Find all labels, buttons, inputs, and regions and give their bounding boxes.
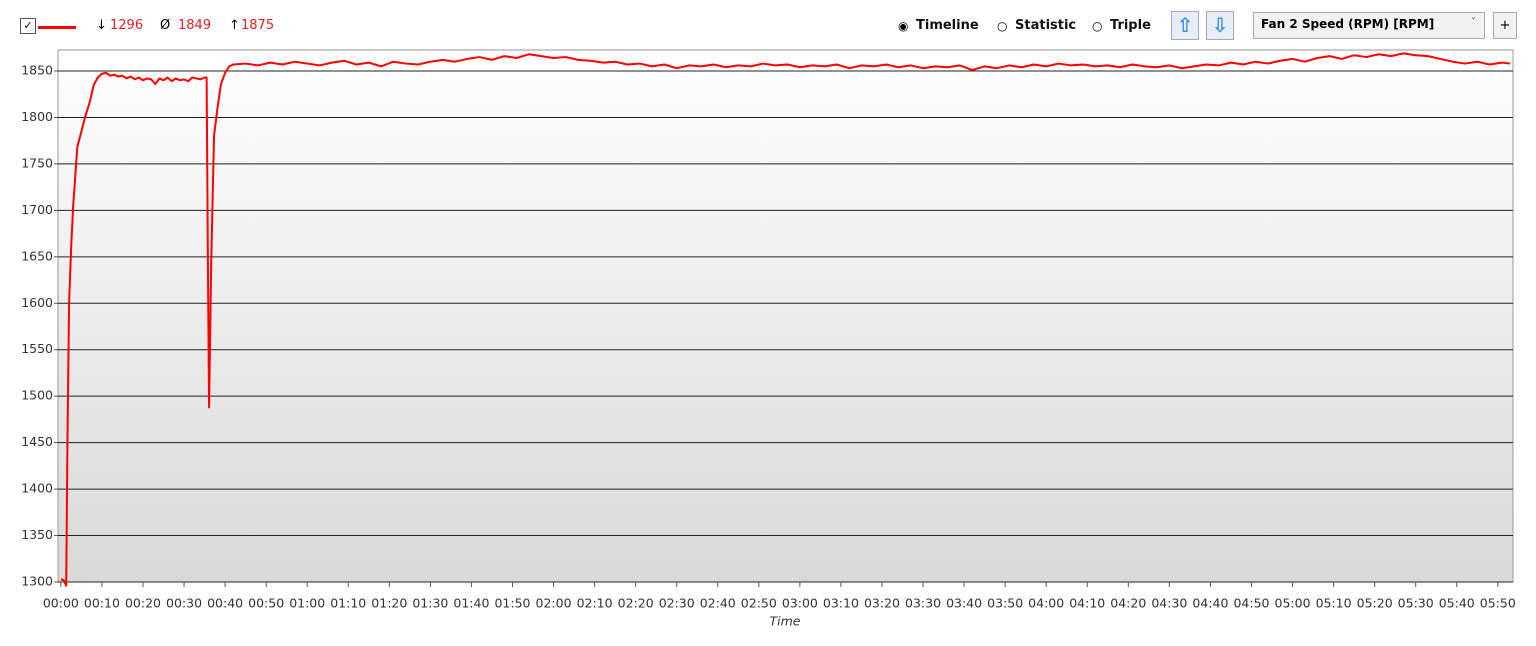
radio-on[interactable]: ◉ [898,19,909,33]
x-tick-label: 00:00 [43,596,79,611]
x-axis-label: Time [770,614,801,629]
move-down-button[interactable]: ⇩ [1206,11,1234,40]
x-tick-label: 04:30 [1151,596,1187,611]
y-tick-label: 1500 [21,388,53,403]
y-tick-label: 1450 [21,434,53,449]
sensor-dropdown[interactable]: Fan 2 Speed (RPM) [RPM] ˅ [1253,12,1485,39]
mode-option[interactable]: Statistic [1015,18,1077,33]
radio-off[interactable]: ○ [1092,19,1103,33]
max-value: 1875 [241,18,275,33]
y-tick-label: 1650 [21,248,53,263]
series-checkbox[interactable]: ✓ [20,18,36,34]
x-tick-label: 03:10 [823,596,859,611]
move-up-button[interactable]: ⇧ [1171,11,1199,40]
plot-area [57,49,1514,583]
x-tick-label: 05:30 [1398,596,1434,611]
x-tick-label: 03:50 [987,596,1023,611]
x-tick-label: 00:30 [166,596,202,611]
x-tick-label: 05:00 [1275,596,1311,611]
x-tick-label: 02:00 [536,596,572,611]
x-tick-label: 04:50 [1233,596,1269,611]
y-tick-label: 1700 [21,202,53,217]
add-button[interactable]: + [1493,12,1517,39]
radio-off[interactable]: ○ [997,19,1008,33]
x-tick-label: 00:10 [84,596,120,611]
chevron: ˅ [1471,17,1476,28]
x-tick-label: 02:40 [700,596,736,611]
x-tick-label: 00:40 [207,596,243,611]
x-tick-label: 01:50 [494,596,530,611]
x-tick-label: 02:20 [618,596,654,611]
legend-line [38,26,76,29]
x-tick-label: 00:20 [125,596,161,611]
x-tick-label: 03:20 [864,596,900,611]
mode-option[interactable]: Timeline [916,18,979,33]
x-tick-label: 01:20 [371,596,407,611]
min-symbol: ↓ [96,18,107,33]
y-tick-label: 1850 [21,62,53,77]
x-tick-label: 02:50 [741,596,777,611]
x-tick-label: 01:30 [412,596,448,611]
mode-option[interactable]: Triple [1110,18,1151,33]
y-tick-label: 1300 [21,574,53,589]
x-tick-label: 05:20 [1357,596,1393,611]
y-tick-label: 1400 [21,481,53,496]
x-tick-label: 03:40 [946,596,982,611]
x-tick-label: 05:50 [1480,596,1516,611]
x-tick-label: 04:00 [1028,596,1064,611]
max-symbol: ↑ [229,18,240,33]
min-value: 1296 [110,18,144,33]
x-tick-label: 02:30 [659,596,695,611]
x-tick-label: 03:30 [905,596,941,611]
y-tick-label: 1750 [21,155,53,170]
x-tick-label: 01:10 [330,596,366,611]
y-tick-label: 1600 [21,295,53,310]
x-tick-label: 04:20 [1110,596,1146,611]
series-line [60,52,1511,587]
x-tick-label: 01:40 [453,596,489,611]
x-tick-label: 01:00 [289,596,325,611]
y-tick-label: 1800 [21,109,53,124]
x-tick-label: 05:10 [1316,596,1352,611]
x-tick-label: 02:10 [577,596,613,611]
sensor-label: Fan 2 Speed (RPM) [RPM] [1261,17,1435,31]
avg-value: 1849 [178,18,212,33]
y-tick-label: 1350 [21,527,53,542]
x-tick-label: 05:40 [1439,596,1475,611]
avg-symbol: Ø [160,18,171,33]
x-tick-label: 03:00 [782,596,818,611]
x-tick-label: 04:40 [1192,596,1228,611]
x-tick-label: 00:50 [248,596,284,611]
x-tick-label: 04:10 [1069,596,1105,611]
y-tick-label: 1550 [21,341,53,356]
